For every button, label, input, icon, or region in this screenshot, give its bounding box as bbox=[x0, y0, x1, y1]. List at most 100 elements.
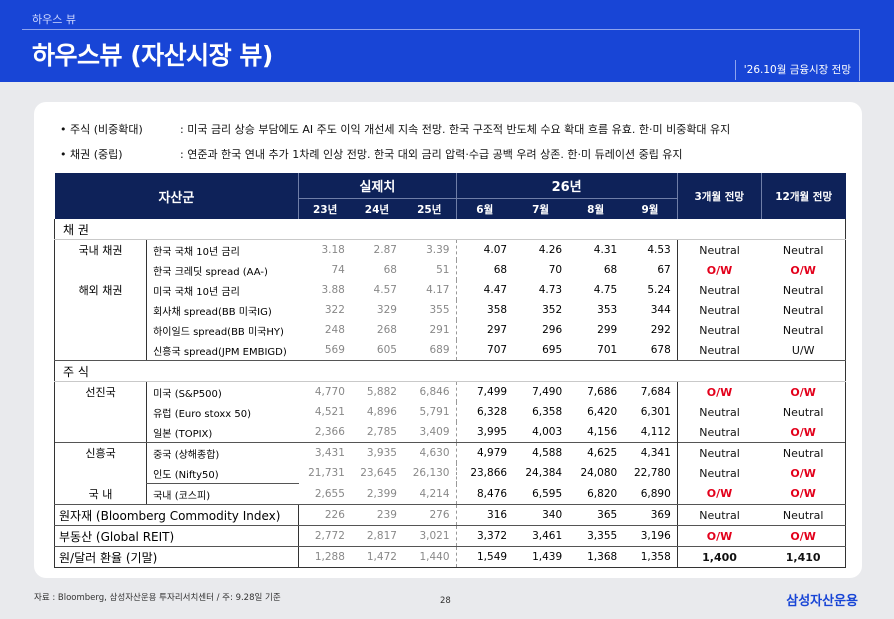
cell: 4,341 bbox=[623, 442, 678, 463]
category-label: 신흥국 bbox=[53, 442, 147, 463]
outlook-3m: Neutral bbox=[699, 425, 740, 439]
table-row: 원자재 (Bloomberg Commodity Index) 226 239 … bbox=[53, 504, 847, 526]
cell: 4.07 bbox=[483, 244, 508, 256]
cell: 68 bbox=[383, 264, 397, 276]
cell: 3,461 bbox=[513, 525, 569, 547]
cell: 4.53 bbox=[623, 239, 678, 260]
row-item: 미국 (S&P500) bbox=[146, 381, 299, 402]
table-row: 한국 크레딧 spread (AA-) 74 68 51 68 70 68 67… bbox=[53, 260, 847, 280]
outlook-12m: Neutral bbox=[761, 320, 847, 340]
cell: 3,409 bbox=[402, 422, 457, 443]
cell: 3.88 bbox=[321, 284, 345, 296]
bullet-key: • 채권 (중립) bbox=[60, 148, 123, 161]
header-actual: 실제치 bbox=[298, 173, 457, 199]
page-number: 28 bbox=[440, 596, 451, 606]
row-item: 국내 (코스피) bbox=[146, 483, 299, 505]
outlook-12m: O/W bbox=[761, 483, 847, 505]
cell: 3,995 bbox=[477, 426, 508, 438]
outlook-12m: Neutral bbox=[761, 442, 847, 463]
table-row: 국 내 국내 (코스피) 2,655 2,399 4,214 8,476 6,5… bbox=[53, 483, 847, 505]
cell: 26,130 bbox=[402, 463, 457, 484]
outlook-12m: O/W bbox=[761, 422, 847, 443]
cell: 51 bbox=[402, 260, 457, 280]
cell: 329 bbox=[376, 304, 397, 316]
cell: 3,431 bbox=[314, 447, 345, 459]
date-badge: '26.10월 금융시장 전망 bbox=[734, 60, 859, 80]
cell: 276 bbox=[402, 504, 457, 526]
cell: 4,979 bbox=[477, 447, 508, 459]
cell: 4.73 bbox=[538, 284, 563, 296]
cell: 292 bbox=[623, 320, 678, 340]
cell: 701 bbox=[568, 340, 624, 361]
outlook-12m: U/W bbox=[761, 340, 847, 361]
header-12m-outlook: 12개월 전망 bbox=[761, 173, 846, 219]
cell: 2,817 bbox=[350, 525, 403, 547]
cell: 6,301 bbox=[623, 402, 678, 422]
cell: 4.31 bbox=[593, 244, 618, 256]
cell: 4.26 bbox=[538, 244, 563, 256]
cell: 68 bbox=[493, 264, 508, 276]
cell: 4,003 bbox=[532, 426, 563, 438]
cell: 6,420 bbox=[587, 406, 618, 418]
cell: 5,791 bbox=[402, 402, 457, 422]
cell: 268 bbox=[376, 324, 397, 336]
outlook-12m: O/W bbox=[761, 260, 847, 280]
cell: 70 bbox=[548, 264, 563, 276]
outlook-3m: Neutral bbox=[699, 323, 740, 337]
cell: 1,288 bbox=[298, 546, 351, 568]
cell: 297 bbox=[487, 324, 508, 336]
row-item: 원자재 (Bloomberg Commodity Index) bbox=[53, 504, 300, 526]
cell: 355 bbox=[402, 300, 457, 320]
outlook-3m: Neutral bbox=[699, 303, 740, 317]
table-row: 신흥국 중국 (상해종합) 3,431 3,935 4,630 4,979 4,… bbox=[53, 442, 847, 463]
cell: 291 bbox=[402, 320, 457, 340]
cell: 2,772 bbox=[298, 525, 351, 547]
table-row: 국내 채권 한국 국채 10년 금리 3.18 2.87 3.39 4.07 4… bbox=[53, 239, 847, 260]
cell: 2,399 bbox=[350, 483, 403, 505]
outlook-12m: Neutral bbox=[761, 280, 847, 300]
bullet-value: : 미국 금리 상승 부담에도 AI 주도 이익 개선세 지속 전망. 한국 구… bbox=[180, 123, 731, 136]
col-header: 9월 bbox=[623, 198, 678, 219]
category-label: 선진국 bbox=[53, 381, 147, 402]
outlook-3m: O/W bbox=[677, 483, 762, 505]
cell: 352 bbox=[542, 304, 563, 316]
cell: 3,372 bbox=[456, 525, 514, 547]
outlook-12m: O/W bbox=[761, 525, 847, 547]
header-asset-class: 자산군 bbox=[54, 173, 300, 219]
cell: 1,549 bbox=[456, 546, 514, 568]
cell: 24,080 bbox=[580, 467, 618, 480]
row-item: 원/달러 환율 (기말) bbox=[53, 546, 300, 568]
outlook-3m: Neutral bbox=[699, 283, 740, 297]
cell: 678 bbox=[623, 340, 678, 361]
outlook-3m: Neutral bbox=[677, 504, 762, 526]
cell: 67 bbox=[623, 260, 678, 280]
cell: 4.57 bbox=[373, 284, 397, 296]
outlook-12m: Neutral bbox=[761, 239, 847, 260]
cell: 5,882 bbox=[366, 386, 397, 398]
cell: 1,439 bbox=[513, 546, 569, 568]
cell: 226 bbox=[298, 504, 351, 526]
cell: 4,770 bbox=[314, 386, 345, 398]
col-header: 24년 bbox=[350, 198, 403, 219]
row-item: 인도 (Nifty50) bbox=[146, 463, 299, 484]
col-header: 8월 bbox=[568, 198, 624, 219]
cell: 4.17 bbox=[402, 280, 457, 300]
cell: 2,655 bbox=[298, 483, 351, 505]
cell: 1,472 bbox=[350, 546, 403, 568]
cell: 5.24 bbox=[623, 280, 678, 300]
outlook-12m: Neutral bbox=[761, 300, 847, 320]
cell: 4,112 bbox=[623, 422, 678, 443]
cell: 316 bbox=[456, 504, 514, 526]
bullet-value: : 연준과 한국 연내 추가 1차례 인상 전망. 한국 대외 금리 압력·수급… bbox=[180, 148, 683, 161]
cell: 1,368 bbox=[568, 546, 624, 568]
col-header: 25년 bbox=[402, 198, 457, 219]
header-3m-outlook: 3개월 전망 bbox=[677, 173, 762, 219]
table-row: 인도 (Nifty50) 21,731 23,645 26,130 23,866… bbox=[53, 463, 847, 484]
cell: 3.39 bbox=[402, 239, 457, 260]
cell: 369 bbox=[623, 504, 678, 526]
table-row: 일본 (TOPIX) 2,366 2,785 3,409 3,995 4,003… bbox=[53, 422, 847, 443]
cell: 707 bbox=[456, 340, 514, 361]
category-label: 해외 채권 bbox=[53, 280, 147, 300]
company-logo: 삼성자산운용 bbox=[786, 594, 858, 609]
table-row: 해외 채권 미국 국채 10년 금리 3.88 4.57 4.17 4.47 4… bbox=[53, 280, 847, 300]
